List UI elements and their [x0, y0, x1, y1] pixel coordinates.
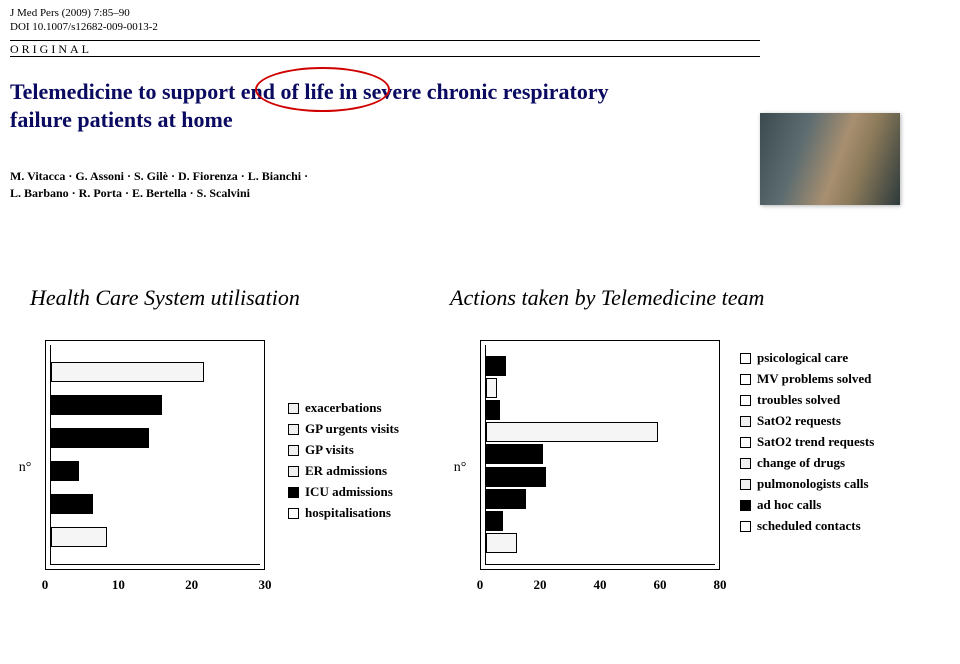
x-tick: 0 [42, 577, 49, 593]
x-tick: 20 [185, 577, 198, 593]
legend-item: ICU admissions [288, 484, 418, 500]
bar [51, 527, 107, 547]
chart1-title: Health Care System utilisation [30, 285, 300, 311]
legend-item: change of drugs [740, 455, 920, 471]
legend-swatch [740, 521, 751, 532]
authors-line-2: L. Barbano · R. Porta · E. Bertella · S.… [10, 186, 250, 200]
legend-label: troubles solved [757, 392, 840, 408]
article-photo [760, 113, 900, 205]
bar [486, 467, 546, 487]
bar [51, 461, 79, 481]
divider [10, 56, 760, 57]
legend-item: ER admissions [288, 463, 418, 479]
legend-swatch [740, 353, 751, 364]
legend-item: MV problems solved [740, 371, 920, 387]
legend-label: ER admissions [305, 463, 387, 479]
legend-swatch [740, 374, 751, 385]
x-tick: 40 [594, 577, 607, 593]
journal-doi: DOI 10.1007/s12682-009-0013-2 [10, 20, 158, 34]
x-tick: 30 [259, 577, 272, 593]
chart2: n° 020406080 [445, 340, 720, 595]
legend-swatch [288, 487, 299, 498]
legend-item: GP visits [288, 442, 418, 458]
chart1-legend: exacerbations GP urgents visits GP visits E… [288, 395, 418, 526]
legend-label: change of drugs [757, 455, 845, 471]
legend-item: scheduled contacts [740, 518, 920, 534]
legend-label: GP visits [305, 442, 354, 458]
legend-swatch [288, 466, 299, 477]
bar [486, 400, 500, 420]
legend-label: SatO2 requests [757, 413, 841, 429]
legend-label: MV problems solved [757, 371, 871, 387]
article-type-label: ORIGINAL [10, 42, 92, 57]
legend-label: exacerbations [305, 400, 382, 416]
x-tick: 60 [654, 577, 667, 593]
chart1-plot [50, 345, 260, 565]
chart2-title: Actions taken by Telemedicine team [450, 285, 764, 311]
legend-swatch [740, 416, 751, 427]
authors-line-1: M. Vitacca · G. Assoni · S. Gilè · D. Fi… [10, 169, 308, 183]
legend-item: psicological care [740, 350, 920, 366]
bar [486, 356, 506, 376]
legend-item: hospitalisations [288, 505, 418, 521]
chart2-legend: psicological care MV problems solved troub… [740, 345, 920, 539]
legend-swatch [288, 445, 299, 456]
bar [51, 494, 93, 514]
chart2-ylabel: n° [445, 460, 475, 476]
divider [10, 40, 760, 41]
chart2-plot [485, 345, 715, 565]
x-tick: 10 [112, 577, 125, 593]
legend-swatch [740, 500, 751, 511]
legend-label: ICU admissions [305, 484, 393, 500]
legend-item: troubles solved [740, 392, 920, 408]
chart1: n° 0102030 [10, 340, 265, 595]
chart2-xticks: 020406080 [480, 573, 720, 595]
legend-label: psicological care [757, 350, 848, 366]
bar [486, 378, 497, 398]
legend-label: scheduled contacts [757, 518, 861, 534]
chart1-bars [51, 355, 260, 554]
bar [486, 533, 517, 553]
chart2-frame [480, 340, 720, 570]
legend-swatch [288, 403, 299, 414]
legend-label: hospitalisations [305, 505, 391, 521]
annotation-circle [255, 67, 390, 112]
legend-swatch [740, 395, 751, 406]
legend-label: pulmonologists calls [757, 476, 869, 492]
chart1-ylabel: n° [10, 460, 40, 476]
legend-item: exacerbations [288, 400, 418, 416]
bar [51, 362, 204, 382]
bar [486, 422, 658, 442]
legend-swatch [288, 508, 299, 519]
legend-swatch [740, 479, 751, 490]
x-tick: 20 [534, 577, 547, 593]
legend-swatch [740, 437, 751, 448]
x-tick: 80 [714, 577, 727, 593]
bar [486, 444, 543, 464]
legend-item: GP urgents visits [288, 421, 418, 437]
bar [486, 489, 526, 509]
authors: M. Vitacca · G. Assoni · S. Gilè · D. Fi… [10, 168, 308, 202]
legend-label: ad hoc calls [757, 497, 821, 513]
bar [51, 395, 162, 415]
legend-swatch [740, 458, 751, 469]
legend-item: SatO2 trend requests [740, 434, 920, 450]
legend-swatch [288, 424, 299, 435]
legend-label: SatO2 trend requests [757, 434, 874, 450]
bar [51, 428, 149, 448]
legend-item: ad hoc calls [740, 497, 920, 513]
chart1-frame [45, 340, 265, 570]
chart1-xticks: 0102030 [45, 573, 265, 595]
legend-label: GP urgents visits [305, 421, 399, 437]
x-tick: 0 [477, 577, 484, 593]
chart2-bars [486, 355, 715, 554]
journal-citation: J Med Pers (2009) 7:85–90 [10, 6, 158, 20]
bar [486, 511, 503, 531]
legend-item: pulmonologists calls [740, 476, 920, 492]
legend-item: SatO2 requests [740, 413, 920, 429]
journal-header: J Med Pers (2009) 7:85–90 DOI 10.1007/s1… [10, 6, 158, 35]
title-line-2: failure patients at home [10, 107, 233, 132]
